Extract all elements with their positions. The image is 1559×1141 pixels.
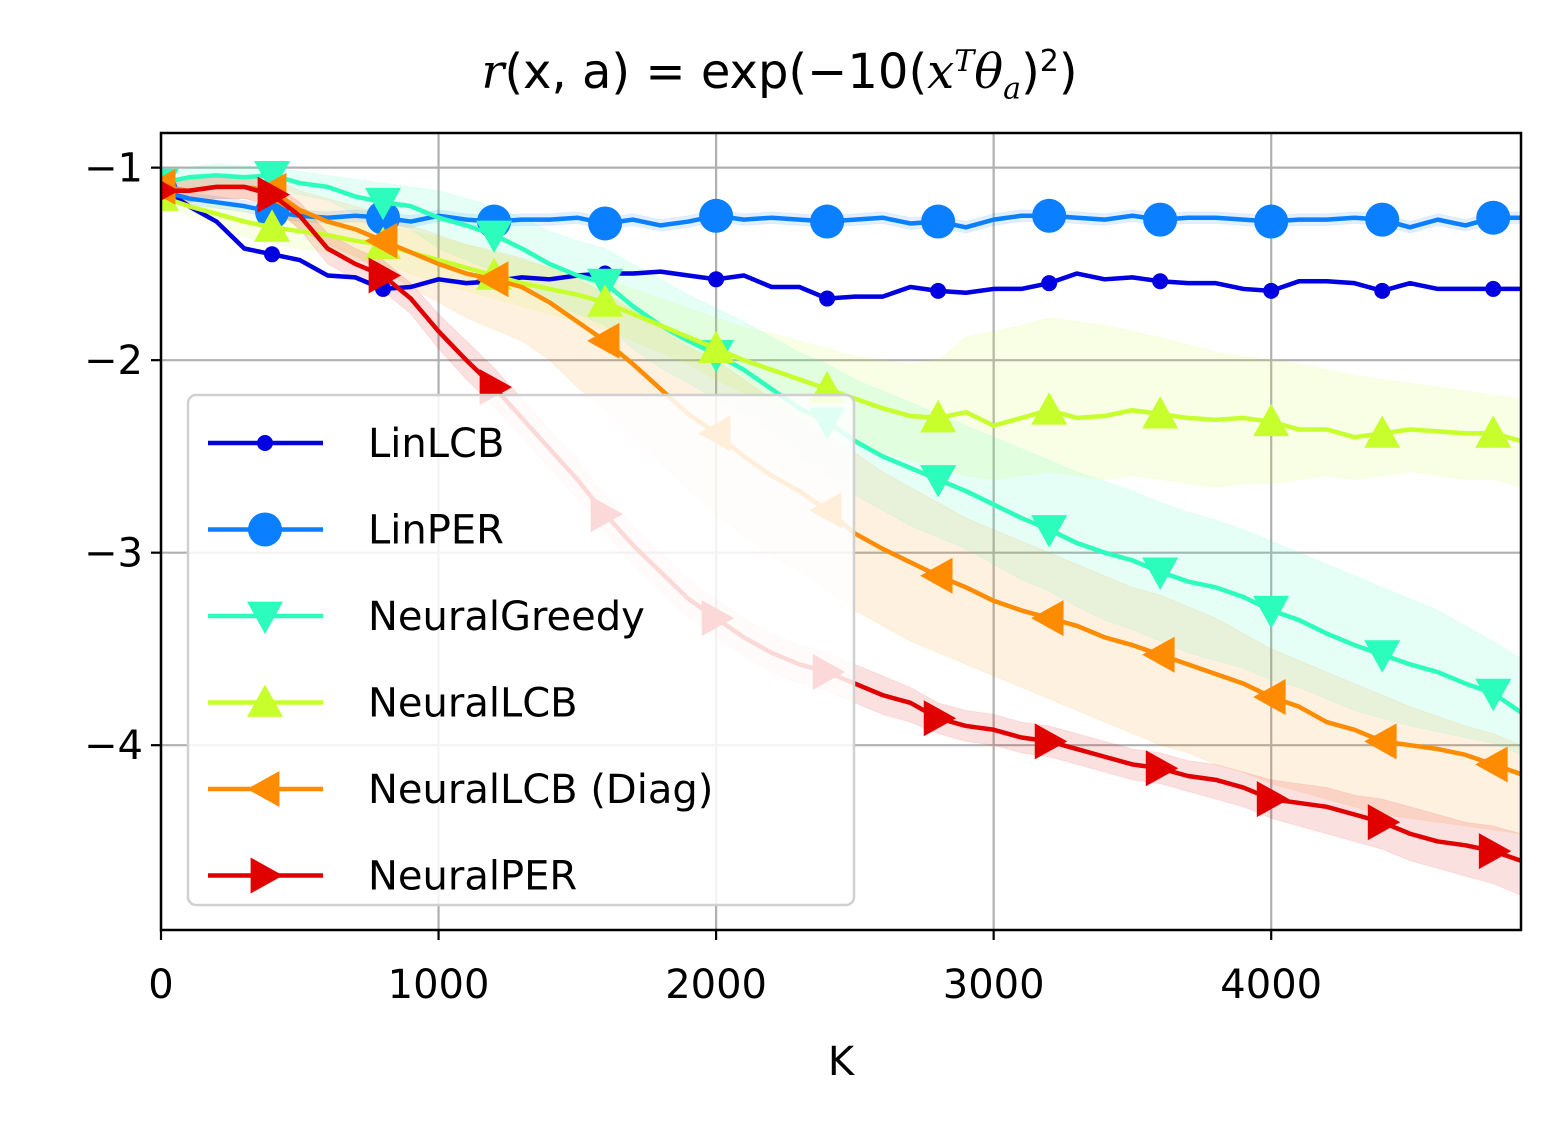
title-r: r [481, 44, 505, 100]
neuralgreedy-point-36 [1142, 557, 1179, 590]
title-end: ) [1058, 44, 1078, 100]
linper-point-48 [1476, 200, 1511, 235]
neurallcb-diag-point-16 [587, 322, 620, 359]
neurallcb-diag-point-48 [1475, 746, 1508, 783]
neurallcb-band [161, 190, 1521, 488]
neuralgreedy-point-48 [1475, 678, 1512, 712]
legend-label-neurallcb: NeuralLCB [368, 681, 578, 727]
legend-marker-linper [248, 512, 282, 547]
neuralper-point-48 [1478, 833, 1512, 870]
neuralper-point-32 [1034, 723, 1068, 760]
legend: LinLCB LinPER NeuralGreedy NeuralLCB NeuralL… [186, 393, 856, 907]
legend-label-neurallcb-diag: NeuralLCB (Diag) [368, 767, 713, 813]
x-tick-label-4: 4000 [1220, 962, 1322, 1008]
x-tick-label-3: 3000 [943, 962, 1045, 1008]
linlcb-point-40 [1263, 282, 1280, 299]
neurallcb-point-36 [1142, 396, 1179, 429]
neurallcb-diag-point-8 [365, 222, 398, 259]
chart-title: r(x, a) = exp(−10(xTθa)2) [0, 44, 1559, 107]
linlcb-point-36 [1152, 273, 1169, 290]
legend-marker-neurallcb [247, 684, 283, 717]
neurallcb-diag-point-28 [920, 557, 953, 594]
title-equals: = exp(−10( [630, 44, 928, 100]
linlcb-point-20 [708, 271, 725, 288]
neuralper-point-36 [1145, 750, 1179, 787]
axis-ticks: 0 1000 2000 3000 4000 −1 −2 −3 −4 [84, 146, 1322, 1008]
x-tick-label-1: 1000 [388, 962, 490, 1008]
neurallcb-diag-point-12 [476, 261, 509, 298]
neuralgreedy-point-44 [1364, 640, 1401, 673]
legend-marker-linlcb [257, 435, 273, 451]
neuralgreedy-point-32 [1031, 515, 1068, 548]
neuralgreedy-point-4 [254, 160, 291, 194]
title-close: ) [1021, 44, 1040, 100]
title-sub-a: a [1003, 71, 1022, 107]
neurallcb-diag-point-36 [1142, 636, 1175, 673]
x-tick-label-0: 0 [148, 962, 173, 1008]
legend-label-neuralper: NeuralPER [368, 854, 577, 900]
neurallcb-point-20 [698, 330, 735, 364]
neuralper-point-8 [368, 257, 402, 294]
linper-point-36 [1143, 202, 1178, 237]
x-tick-label-2: 2000 [665, 962, 767, 1008]
neurallcb-point-32 [1031, 392, 1068, 425]
title-x: x [927, 44, 955, 100]
y-tick-label-2: −3 [84, 531, 143, 577]
linlcb-point-28 [930, 282, 947, 299]
neuralper-point-40 [1256, 781, 1290, 818]
linlcb-point-48 [1485, 280, 1502, 297]
linper-point-32 [1032, 198, 1067, 233]
legend-label-linper: LinPER [368, 508, 504, 554]
y-tick-label-0: −1 [84, 146, 143, 192]
neurallcb-point-16 [587, 284, 624, 317]
legend-marker-neuralgreedy [247, 601, 283, 634]
title-theta: θ [974, 44, 1004, 100]
legend-marker-neurallcb-diag [247, 771, 280, 807]
neuralgreedy-point-28 [920, 465, 957, 498]
neuralper-point-28 [923, 700, 957, 737]
title-sup-2: 2 [1039, 44, 1059, 79]
legend-marker-neuralper [250, 857, 283, 894]
neurallcb-point-4 [254, 209, 291, 242]
neurallcb-diag-point-32 [1031, 600, 1064, 637]
linper-point-24 [810, 204, 845, 239]
title-sup-t: T [954, 44, 975, 79]
neurallcb-point-48 [1475, 415, 1512, 448]
neurallcb-diag-point-44 [1364, 723, 1397, 760]
linper-point-28 [921, 204, 956, 239]
legend-label-linlcb: LinLCB [368, 421, 504, 467]
legend-label-neuralgreedy: NeuralGreedy [368, 594, 645, 640]
linlcb-point-44 [1374, 282, 1391, 299]
neuralgreedy-point-8 [365, 187, 402, 221]
neurallcb-point-44 [1364, 415, 1401, 448]
linlcb-point-4 [264, 246, 281, 263]
title-args: (x, a) [504, 44, 631, 100]
linper-point-44 [1365, 202, 1400, 237]
neurallcb-point-40 [1253, 403, 1290, 437]
linlcb-point-32 [1041, 275, 1058, 292]
linper-point-40 [1254, 204, 1289, 239]
legend-box [186, 393, 856, 907]
linlcb-point-24 [819, 290, 836, 307]
neuralper-point-0 [161, 180, 179, 201]
plot-frame [159, 131, 1523, 932]
neuralper-point-44 [1367, 804, 1401, 841]
y-tick-label-1: −2 [84, 338, 143, 384]
neuralgreedy-point-12 [476, 220, 513, 254]
neurallcb-point-28 [920, 399, 957, 433]
neurallcb-diag-point-40 [1253, 679, 1286, 716]
neuralgreedy-point-40 [1253, 596, 1290, 629]
x-axis-label: K [828, 1039, 856, 1085]
linper-point-16 [588, 206, 623, 241]
linper-point-20 [699, 198, 734, 233]
neuralper-point-4 [257, 176, 291, 213]
y-tick-label-3: −4 [84, 723, 143, 769]
